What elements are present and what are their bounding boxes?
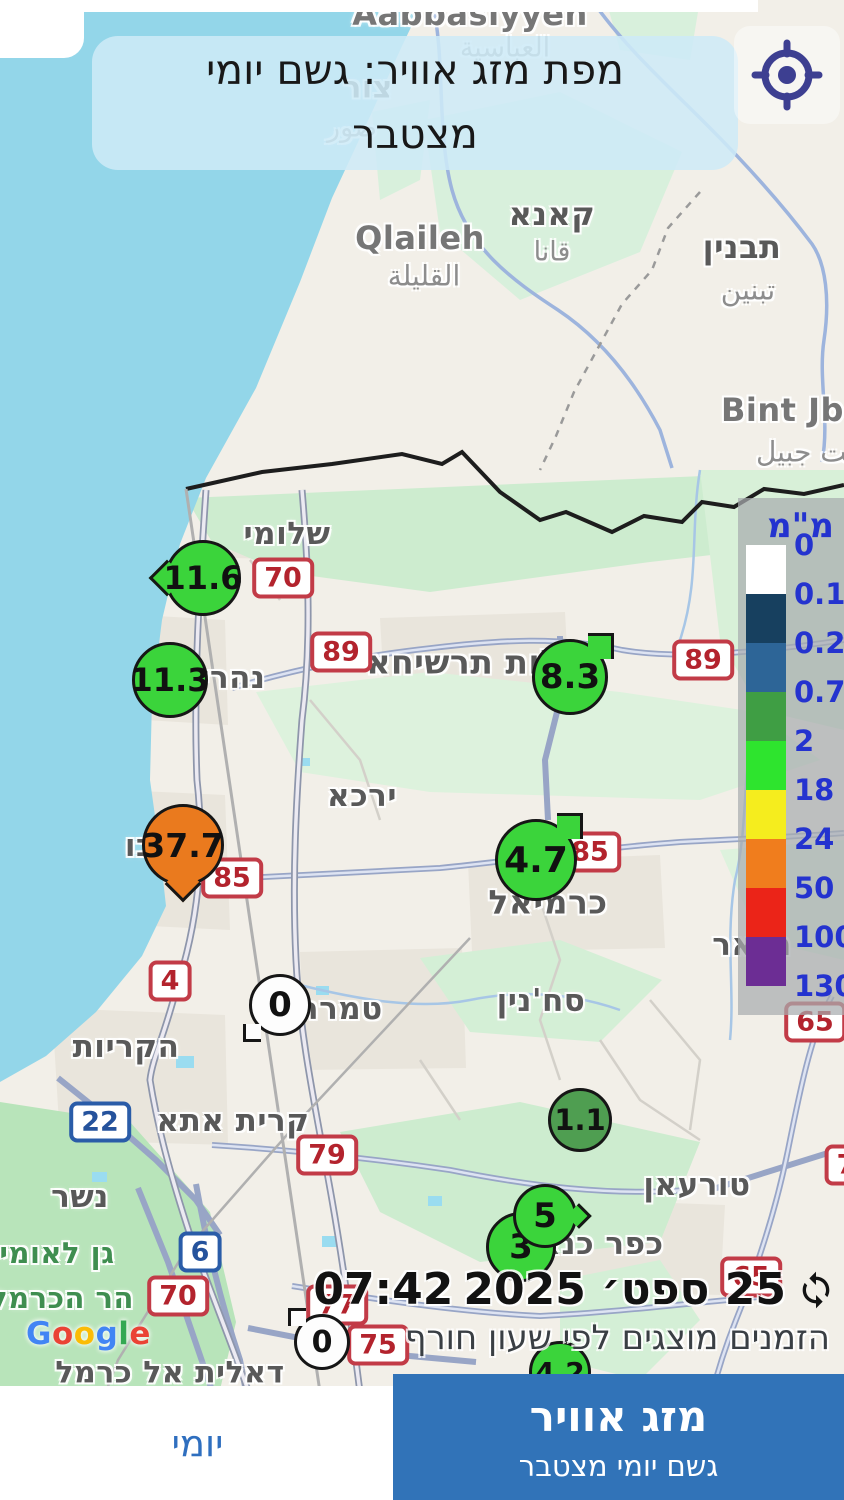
timestamp-date: 25 ספט׳ 2025 <box>463 1264 786 1315</box>
marker-tail <box>557 813 583 839</box>
google-logo: Google <box>26 1316 151 1352</box>
marker-value: 5 <box>533 1196 557 1236</box>
town-label: تبنين <box>720 273 776 307</box>
legend-swatch <box>746 937 786 986</box>
legend-stop: 0 <box>794 528 815 562</box>
top-strip <box>0 0 758 12</box>
marker-value: 8.3 <box>539 657 601 697</box>
google-logo-letter: l <box>118 1316 130 1352</box>
legend-stop: 130 <box>794 969 844 1003</box>
town-label: תבנין <box>702 228 782 266</box>
google-logo-letter: g <box>95 1316 119 1352</box>
marker-value: 0 <box>311 1324 333 1360</box>
town-label: קאנא <box>508 195 596 233</box>
legend-swatch <box>746 545 786 594</box>
road-badge: 70 <box>252 557 314 599</box>
marker-value: 0 <box>268 985 292 1025</box>
town-label: Qlaileh <box>355 219 485 257</box>
weather-panel-subtitle: גשם יומי מצטבר <box>518 1448 719 1483</box>
rain-marker[interactable]: 11.3 <box>130 642 210 718</box>
legend-stop: 18 <box>794 773 835 807</box>
footer-bar: יומי <box>0 1386 395 1500</box>
park-label: גן לאומי <box>0 1236 115 1270</box>
google-logo-letter: o <box>51 1316 74 1352</box>
weather-panel-button[interactable]: מזג אוויר גשם יומי מצטבר <box>393 1374 844 1500</box>
legend-swatch <box>746 741 786 790</box>
target-icon <box>751 39 823 111</box>
road-badge: 70 <box>147 1275 209 1317</box>
road-badge: 89 <box>310 631 372 673</box>
tab-daily[interactable]: יומי <box>166 1421 230 1466</box>
timestamp-row: 25 ספט׳ 2025 07:42 <box>313 1264 836 1315</box>
rain-marker[interactable]: 4.7 <box>495 813 583 901</box>
road-badge: 79 <box>296 1134 358 1176</box>
legend-swatch <box>746 839 786 888</box>
town-label: ירכא <box>327 778 397 814</box>
rain-marker[interactable]: 1.1 <box>548 1088 612 1152</box>
marker-value: 4.7 <box>504 839 568 881</box>
google-logo-letter: o <box>73 1316 96 1352</box>
town-label: שלומי <box>243 516 331 552</box>
rain-marker[interactable]: 37.7 <box>142 804 224 903</box>
park-label: הר הכרמל <box>0 1281 134 1315</box>
road-badge: 4 <box>148 960 192 1002</box>
rain-marker[interactable]: 8.3 <box>532 633 614 715</box>
town-label: טורעאן <box>643 1167 751 1203</box>
rain-marker[interactable]: 0 <box>288 1308 350 1370</box>
rain-marker[interactable]: 5 <box>513 1184 592 1248</box>
road-badge: 7 <box>824 1144 844 1186</box>
top-corner <box>0 0 84 58</box>
legend-stop: 2 <box>794 724 815 758</box>
legend-stop: 0.2 <box>794 626 844 660</box>
google-logo-letter: G <box>26 1316 52 1352</box>
legend-swatch <box>746 888 786 937</box>
legend-stop: 24 <box>794 822 835 856</box>
road-badge: 22 <box>69 1101 131 1143</box>
rain-marker[interactable]: 0 <box>243 974 311 1042</box>
road-badge: 89 <box>672 639 734 681</box>
map-title-box: מפת מזג אוויר: גשם יומי מצטבר <box>92 36 738 170</box>
marker-value: 37.7 <box>142 825 224 865</box>
timestamp-time: 07:42 <box>313 1264 454 1315</box>
town-label: הקריות <box>72 1029 180 1065</box>
marker-value: 1.1 <box>554 1103 606 1137</box>
marker-tail <box>288 1308 306 1326</box>
rain-marker[interactable]: 11.6 <box>148 540 243 616</box>
marker-tail <box>588 633 614 659</box>
town-label: טמרה <box>297 991 383 1027</box>
road-badge: 65 <box>720 1256 782 1298</box>
town-label: קרית אתא <box>156 1103 310 1139</box>
legend-swatch <box>746 594 786 643</box>
legend-stop: 100 <box>794 920 844 954</box>
legend-swatch <box>746 790 786 839</box>
refresh-icon <box>802 1271 830 1308</box>
legend-stop: 0.1 <box>794 577 844 611</box>
weather-panel-title: מזג אוויר <box>529 1391 708 1441</box>
google-logo-letter: e <box>129 1316 151 1352</box>
road-badge: 75 <box>347 1324 409 1366</box>
town-label: Bint Jbeil <box>720 391 844 429</box>
legend-panel: מ"מ 0 0.1 0.2 0.7 2 18 24 50 100 130 <box>738 498 844 1015</box>
town-label: דאלית אל כרמל <box>55 1355 285 1391</box>
legend-unit: מ"מ <box>767 506 834 546</box>
winter-time-note: הזמנים מוצגים לפי שעון חורף <box>404 1318 830 1358</box>
page-title: מפת מזג אוויר: גשם יומי מצטבר <box>206 46 624 158</box>
town-label: القليلة <box>387 259 461 293</box>
legend-stop: 50 <box>794 871 835 905</box>
marker-value: 11.3 <box>130 661 210 699</box>
town-label: סח'נין <box>496 983 586 1019</box>
legend-stop: 0.7 <box>794 675 844 709</box>
refresh-button[interactable] <box>796 1270 836 1310</box>
marker-tail <box>243 1024 261 1042</box>
town-label: נשר <box>51 1179 109 1215</box>
road-badge: 6 <box>178 1231 222 1273</box>
legend-swatch <box>746 643 786 692</box>
legend-swatch <box>746 692 786 741</box>
my-location-button[interactable] <box>734 26 840 124</box>
town-label: بنت جبيل <box>755 435 844 469</box>
marker-value: 11.6 <box>163 559 243 597</box>
town-label: قانا <box>533 236 571 268</box>
